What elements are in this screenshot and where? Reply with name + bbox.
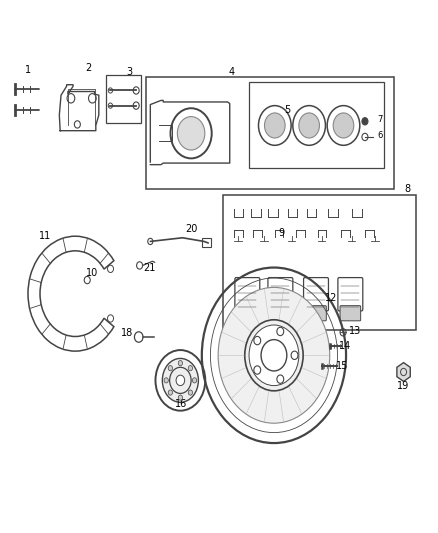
FancyBboxPatch shape [237,306,258,321]
FancyBboxPatch shape [306,306,326,321]
Text: 18: 18 [121,328,133,338]
Text: 15: 15 [336,361,348,371]
Bar [146,77,394,189]
Circle shape [277,327,284,336]
Circle shape [164,378,168,383]
Circle shape [178,395,183,400]
Text: 12: 12 [325,293,338,303]
Text: 5: 5 [285,105,291,115]
FancyBboxPatch shape [270,306,291,321]
Circle shape [291,351,298,359]
Bar [223,196,417,330]
Circle shape [176,375,185,385]
Circle shape [254,336,261,345]
Text: 2: 2 [85,63,91,73]
Bar [249,82,384,168]
Text: 20: 20 [185,224,197,234]
Circle shape [177,117,205,150]
Circle shape [362,118,368,125]
Text: 8: 8 [405,184,411,194]
Bar [202,238,211,247]
Text: 19: 19 [397,381,410,391]
Circle shape [254,366,261,374]
Polygon shape [397,362,410,382]
Text: 4: 4 [229,67,235,77]
Text: 13: 13 [349,326,361,336]
Text: 16: 16 [175,399,187,409]
Text: 6: 6 [377,132,383,140]
Circle shape [218,287,330,423]
Text: 7: 7 [377,115,383,124]
Circle shape [333,113,354,138]
Text: 9: 9 [278,228,284,238]
Circle shape [168,366,173,371]
Circle shape [265,113,285,138]
Text: 11: 11 [39,231,51,241]
FancyBboxPatch shape [340,306,360,321]
Text: 14: 14 [339,341,351,351]
Text: 3: 3 [127,67,133,77]
Text: 1: 1 [25,64,31,75]
Circle shape [299,113,319,138]
Bar [106,75,141,123]
Circle shape [188,390,193,395]
Circle shape [168,390,173,395]
Circle shape [178,360,183,366]
Circle shape [188,366,193,371]
Text: 10: 10 [86,268,99,278]
Circle shape [277,375,284,383]
Circle shape [249,325,299,385]
Text: 21: 21 [143,263,155,273]
Circle shape [162,358,198,402]
Circle shape [192,378,197,383]
